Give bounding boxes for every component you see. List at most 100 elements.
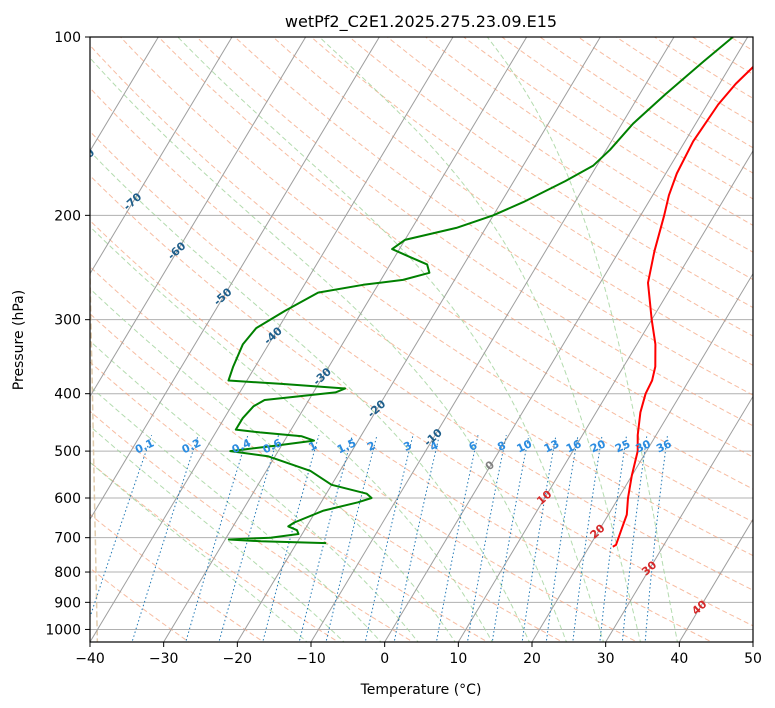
isotherm [678, 518, 753, 642]
mixing-ratio-line [621, 435, 648, 642]
isotherm [90, 37, 233, 275]
isotherm-label: -70 [121, 190, 145, 213]
line-labels: 0.1 0.2 0.4 0.6 1 1.5 2 3 4 6 8 10 13 16 20 25 30 36-100-… [0, 58, 710, 618]
mixing-ratio-line [131, 435, 199, 642]
dry-adiabat [90, 174, 753, 627]
mixing-ratio-lines [90, 435, 668, 642]
isotherm-label: 20 [588, 522, 608, 542]
y-tick-label: 1000 [45, 622, 81, 638]
moist-adiabats [90, 37, 678, 642]
dry-adiabat [539, 37, 753, 174]
x-tick-label: 20 [523, 651, 541, 667]
isotherm [163, 37, 528, 642]
x-tick-label: 40 [670, 651, 688, 667]
y-tick-label: 400 [54, 387, 81, 403]
isotherm-label: -80 [74, 146, 98, 169]
isotherm-label: 10 [534, 487, 554, 507]
moist-adiabat [90, 425, 345, 642]
isotherm [605, 395, 753, 642]
mixing-ratio-line [262, 435, 320, 642]
isotherms [0, 37, 753, 642]
isotherm-label: -20 [365, 397, 389, 420]
dry-adiabat [234, 37, 753, 396]
mixing-ratio-line [90, 435, 153, 619]
dry-adiabat [348, 37, 753, 309]
dry-adiabat [424, 37, 753, 253]
mixing-ratio-line [599, 435, 628, 642]
isotherm-label: -90 [26, 102, 50, 125]
y-tick-label: 700 [54, 531, 81, 547]
mixing-ratio-label: 0.1 [133, 436, 156, 456]
moist-adiabat [90, 225, 493, 642]
dry-adiabat [90, 461, 340, 642]
moist-adiabat [90, 461, 308, 642]
mixing-ratio-label: 36 [654, 437, 674, 455]
lcl-curve-line [90, 235, 99, 642]
moist-adiabat [90, 385, 382, 642]
y-axis-ticks: 100 200 300 400 500 600 700 800 900 1000 [45, 30, 90, 638]
moist-adiabat [318, 37, 641, 642]
mixing-ratio-label: 8 [495, 439, 507, 454]
mixing-ratio-line [491, 435, 530, 642]
moist-adiabat [90, 288, 456, 642]
plot-frame [89, 36, 754, 643]
y-tick-label: 100 [54, 30, 81, 46]
mixing-ratio-line [364, 435, 414, 642]
temperature-profile-line [612, 65, 753, 548]
y-tick-label: 600 [54, 491, 81, 507]
isotherm [90, 37, 307, 398]
isotherm-label: -40 [261, 324, 285, 347]
dry-adiabat [90, 410, 414, 642]
x-tick-label: 0 [380, 651, 389, 667]
isotherm [457, 149, 753, 642]
dry-adiabats [90, 37, 753, 642]
isotherm [310, 37, 675, 642]
dry-adiabat [90, 87, 753, 557]
mixing-ratio-label: 1.5 [335, 436, 358, 456]
mixing-ratio-line [393, 435, 440, 642]
dry-adiabat [90, 313, 564, 642]
isotherm-label: -100 [0, 58, 4, 86]
isotherm [236, 37, 601, 642]
x-tick-label: −20 [223, 651, 253, 667]
x-tick-label: 50 [744, 651, 762, 667]
dewpoint-profile-line [227, 37, 734, 545]
dry-adiabat [90, 130, 753, 591]
mixing-ratio-line [545, 435, 579, 642]
x-tick-label: −30 [149, 651, 179, 667]
dry-adiabat [577, 37, 753, 149]
mixing-ratio-label: 1 [307, 439, 319, 454]
mixing-ratio-label: 30 [633, 437, 653, 455]
mixing-ratio-label: 25 [613, 437, 632, 455]
x-tick-label: 30 [597, 651, 615, 667]
mixing-ratio-line [435, 435, 479, 642]
y-tick-label: 300 [54, 313, 81, 329]
dry-adiabat [90, 219, 713, 642]
dry-adiabat [691, 37, 753, 75]
isotherm-label: 30 [639, 558, 659, 578]
x-axis-label: Temperature (°C) [360, 682, 482, 698]
x-tick-label: 10 [449, 651, 467, 667]
mixing-ratio-label: 20 [588, 437, 608, 455]
mixing-ratio-line [298, 435, 353, 642]
moist-adiabat [486, 37, 678, 642]
y-tick-label: 900 [54, 595, 81, 611]
chart-title: wetPf2_C2E1.2025.275.23.09.E15 [285, 12, 557, 32]
mixing-ratio-line [466, 435, 507, 642]
isotherm [90, 37, 380, 521]
dry-adiabat [310, 37, 753, 337]
mixing-ratio-line [644, 435, 668, 642]
y-tick-label: 800 [54, 565, 81, 581]
moist-adiabat [90, 340, 419, 642]
mixing-ratio-line [521, 435, 557, 642]
isotherm [0, 37, 11, 642]
isotherm [531, 272, 753, 642]
isotherm [90, 37, 159, 152]
y-axis-label: Pressure (hPa) [11, 290, 27, 390]
dry-adiabat [462, 37, 753, 226]
moist-adiabat [90, 150, 530, 642]
dry-adiabat [615, 37, 753, 124]
y-tick-label: 500 [54, 444, 81, 460]
mixing-ratio-label: 10 [515, 437, 535, 455]
moist-adiabat [90, 57, 567, 642]
